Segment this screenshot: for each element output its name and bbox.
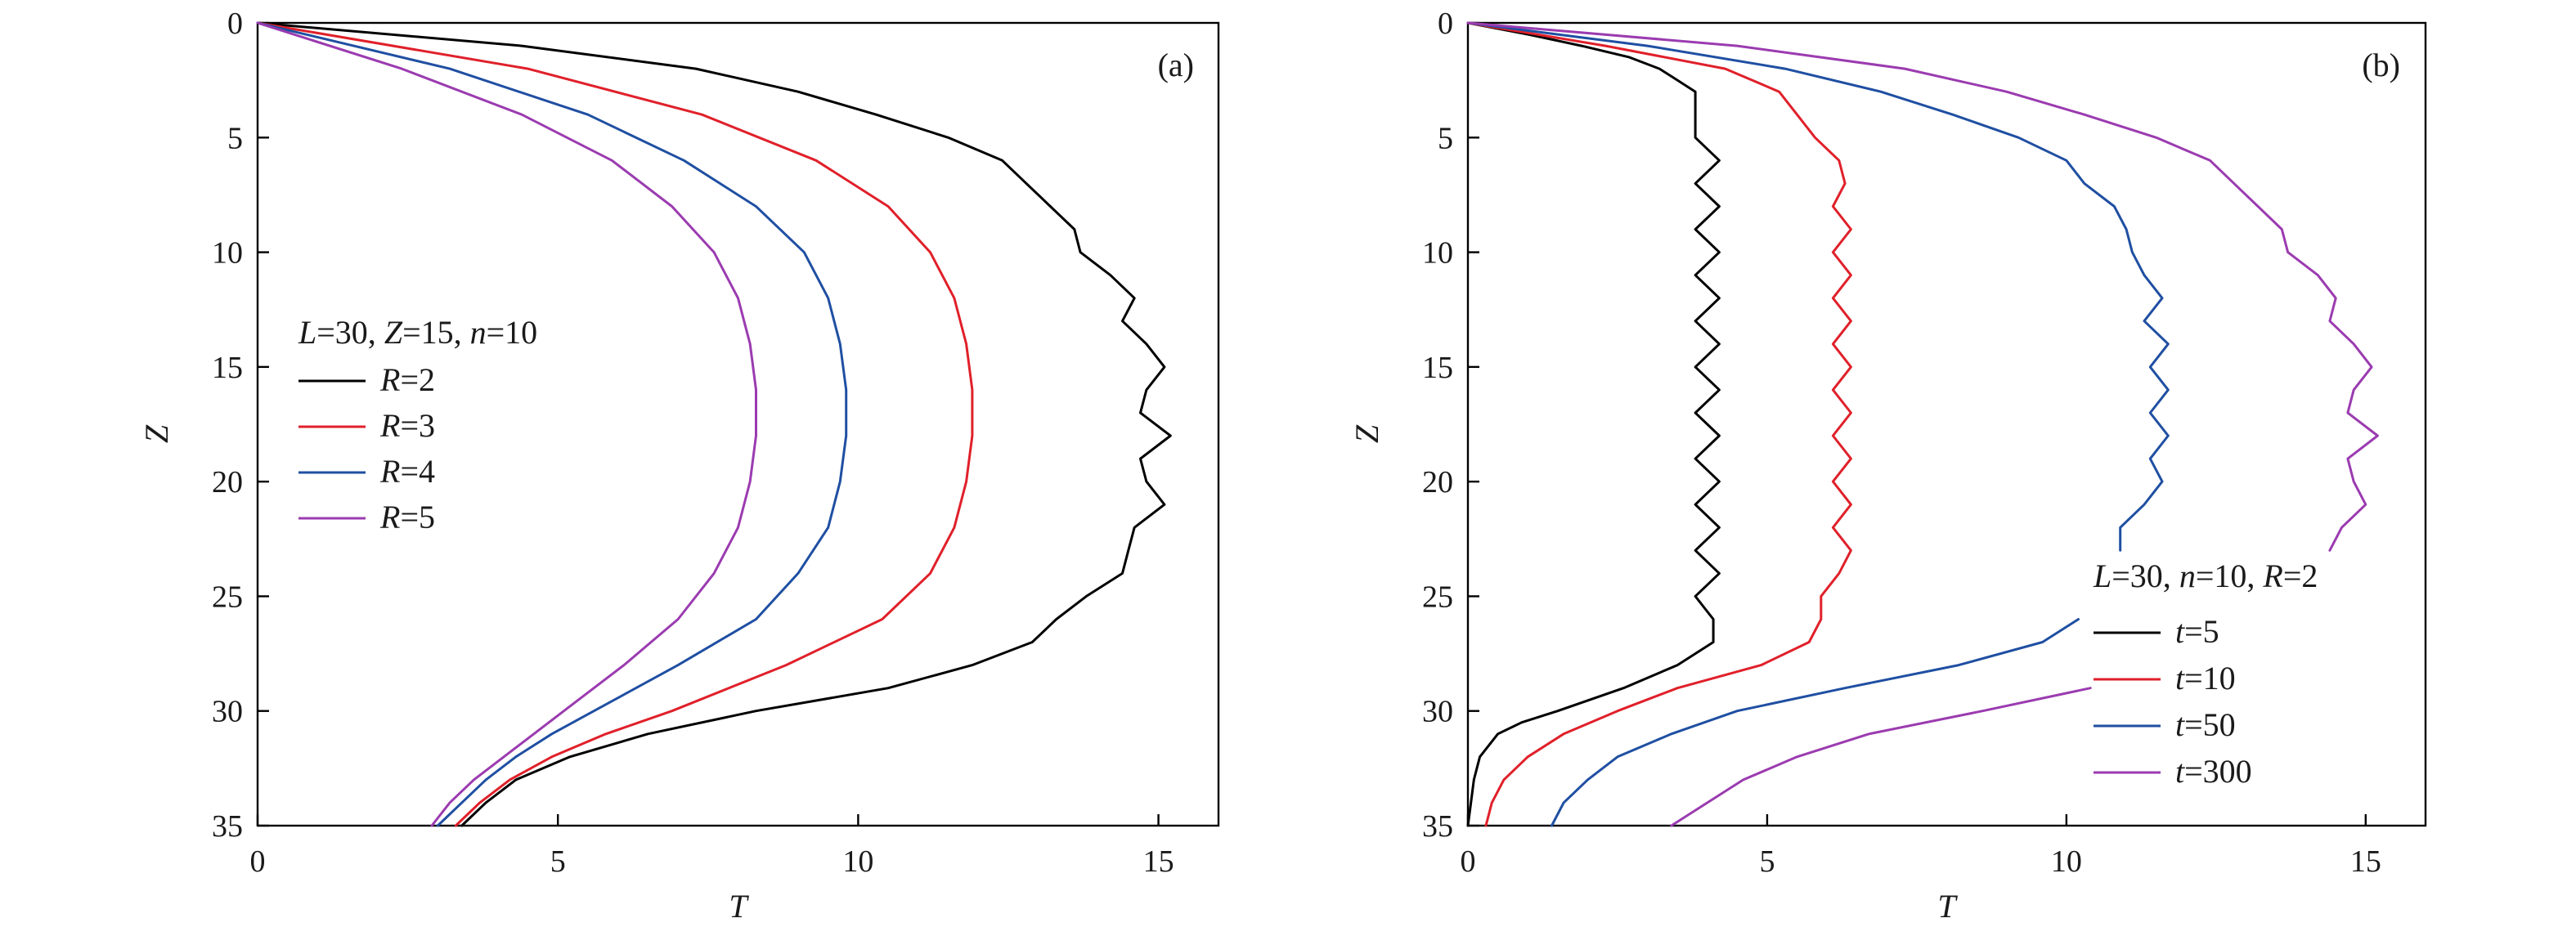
y-tick-label: 15 xyxy=(1422,351,1453,385)
y-axis-title: Z xyxy=(138,424,175,443)
y-tick-label: 20 xyxy=(212,465,243,499)
y-tick-label: 30 xyxy=(212,695,243,729)
y-tick-label: 35 xyxy=(1422,809,1453,844)
panel-label: (b) xyxy=(2362,47,2400,83)
x-tick-label: 10 xyxy=(2051,844,2082,879)
y-tick-label: 5 xyxy=(227,121,243,155)
series-line-r-5 xyxy=(256,21,757,827)
y-tick-label: 0 xyxy=(227,7,243,41)
series-line-t-300-lower xyxy=(1670,687,2092,827)
series-line-t-5 xyxy=(1466,21,1721,827)
y-tick-label: 5 xyxy=(1438,121,1453,155)
legend-entry: R=2 xyxy=(379,361,435,398)
legend-entry: R=5 xyxy=(379,499,435,535)
series-line-t-300 xyxy=(1466,21,2379,552)
y-tick-label: 25 xyxy=(1422,580,1453,614)
panel-b: 0 5 10 15 0 5 10 15 20 25 30 35 T Z (b) L=30, n=10, R=2… xyxy=(1349,7,2427,925)
x-tick-label: 5 xyxy=(1759,844,1775,879)
x-tick-label: 10 xyxy=(842,844,873,879)
series-line-t-50-lower xyxy=(1551,618,2080,827)
series-line-t-10 xyxy=(1466,21,1852,827)
x-tick-label: 0 xyxy=(250,844,266,879)
panel-a: 0 5 10 15 0 5 10 15 20 25 30 35 T Z (a) L=30, Z=15, n=1… xyxy=(138,7,1220,925)
y-tick-label: 15 xyxy=(212,351,243,385)
plot-frame xyxy=(256,21,1220,827)
legend-entry: t=50 xyxy=(2175,706,2236,743)
x-tick-label: 5 xyxy=(550,844,566,879)
legend-entry: t=5 xyxy=(2175,613,2219,650)
y-tick-label: 10 xyxy=(212,236,243,271)
legend-title: L=30, Z=15, n=10 xyxy=(298,314,537,351)
legend-entry: t=300 xyxy=(2175,753,2252,790)
series-line-t-50 xyxy=(1466,21,2170,552)
series-line-r-3 xyxy=(256,21,974,827)
legend-entry: R=4 xyxy=(379,453,435,490)
series-line-r-2 xyxy=(256,21,1172,827)
panel-label: (a) xyxy=(1158,47,1194,83)
x-axis-title: T xyxy=(729,888,749,925)
y-axis-title: Z xyxy=(1349,424,1385,443)
x-tick-label: 15 xyxy=(1143,844,1174,879)
y-tick-label: 20 xyxy=(1422,465,1453,499)
legend-entry: t=10 xyxy=(2175,660,2236,696)
legend-entry: R=3 xyxy=(379,407,435,444)
legend-title: L=30, n=10, R=2 xyxy=(2093,558,2318,594)
y-tick-label: 30 xyxy=(1422,695,1453,729)
y-tick-label: 35 xyxy=(212,809,243,844)
y-tick-label: 0 xyxy=(1438,7,1453,41)
x-tick-label: 15 xyxy=(2350,844,2381,879)
y-tick-label: 10 xyxy=(1422,236,1453,271)
series-line-r-4 xyxy=(256,21,848,827)
x-axis-title: T xyxy=(1937,888,1958,925)
plot-frame xyxy=(1466,21,2427,827)
x-tick-label: 0 xyxy=(1461,844,1476,879)
y-tick-label: 25 xyxy=(212,580,243,614)
